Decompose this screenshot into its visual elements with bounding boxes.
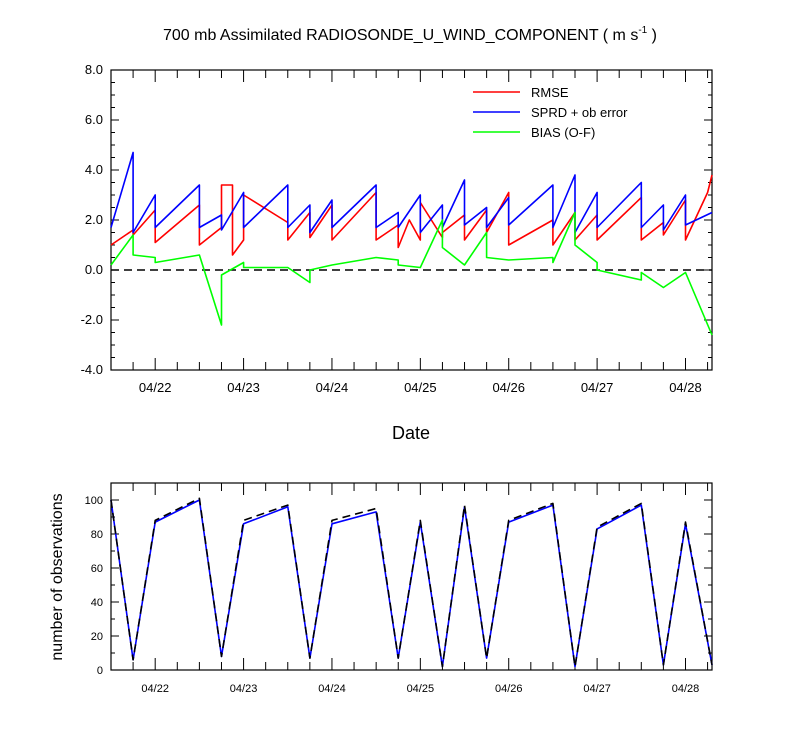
x-tick-label: 04/22 [141,683,169,695]
legend-label-sprd: SPRD + ob error [531,105,628,120]
series-line-sprd-ob-error [110,151,713,234]
x-tick-label: 04/24 [316,380,349,395]
y-tick-label: -2.0 [81,312,103,327]
x-tick-label: 04/26 [492,380,525,395]
y-axis-label-bottom: number of observations [49,493,66,660]
y-tick-label: 40 [91,597,103,609]
y-tick-label: 0 [97,665,103,677]
x-tick-label: 04/23 [227,380,260,395]
x-tick-label: 04/28 [672,683,700,695]
y-tick-label: 60 [91,563,103,575]
x-axis-label: Date [392,423,430,443]
y-tick-label: 20 [91,631,103,643]
y-tick-label: -4.0 [81,362,103,377]
series-line-rmse [110,174,713,256]
series-line-total [110,497,713,668]
series-line-assimilated [110,499,713,668]
legend-label-bias: BIAS (O-F) [531,125,595,140]
chart-title: 700 mb Assimilated RADIOSONDE_U_WIND_COM… [163,25,657,44]
x-tick-label: 04/27 [583,683,611,695]
x-tick-label: 04/25 [404,380,437,395]
y-tick-label: 2.0 [85,212,103,227]
x-tick-label: 04/27 [581,380,614,395]
y-tick-label: 6.0 [85,112,103,127]
y-tick-label: 100 [85,495,103,507]
x-tick-label: 04/22 [139,380,172,395]
chart-title-close: ) [647,27,657,44]
y-tick-label: 80 [91,529,103,541]
y-tick-label: 4.0 [85,162,103,177]
x-tick-label: 04/23 [230,683,258,695]
x-tick-label: 04/25 [407,683,435,695]
panel-top: -4.0 -2.0 0.0 2.0 4.0 6.0 8.0 04/22 04/23 04/24 04… [81,62,713,395]
series-line-bias-o-f [110,211,713,336]
plot-frame [110,482,713,671]
x-tick-label: 04/26 [495,683,523,695]
chart-title-sup: -1 [638,25,647,36]
x-tick-label: 04/28 [669,380,702,395]
y-tick-label: 8.0 [85,62,103,77]
legend: RMSE SPRD + ob error BIAS (O-F) [473,85,628,140]
panel-bottom: 0 20 40 60 80 100 04/22 04/23 04/24 04/25 04/26 04/… [85,482,713,695]
legend-label-rmse: RMSE [531,85,569,100]
x-tick-label: 04/24 [318,683,346,695]
y-tick-label: 0.0 [85,262,103,277]
chart-title-main: 700 mb Assimilated RADIOSONDE_U_WIND_COM… [163,27,638,44]
